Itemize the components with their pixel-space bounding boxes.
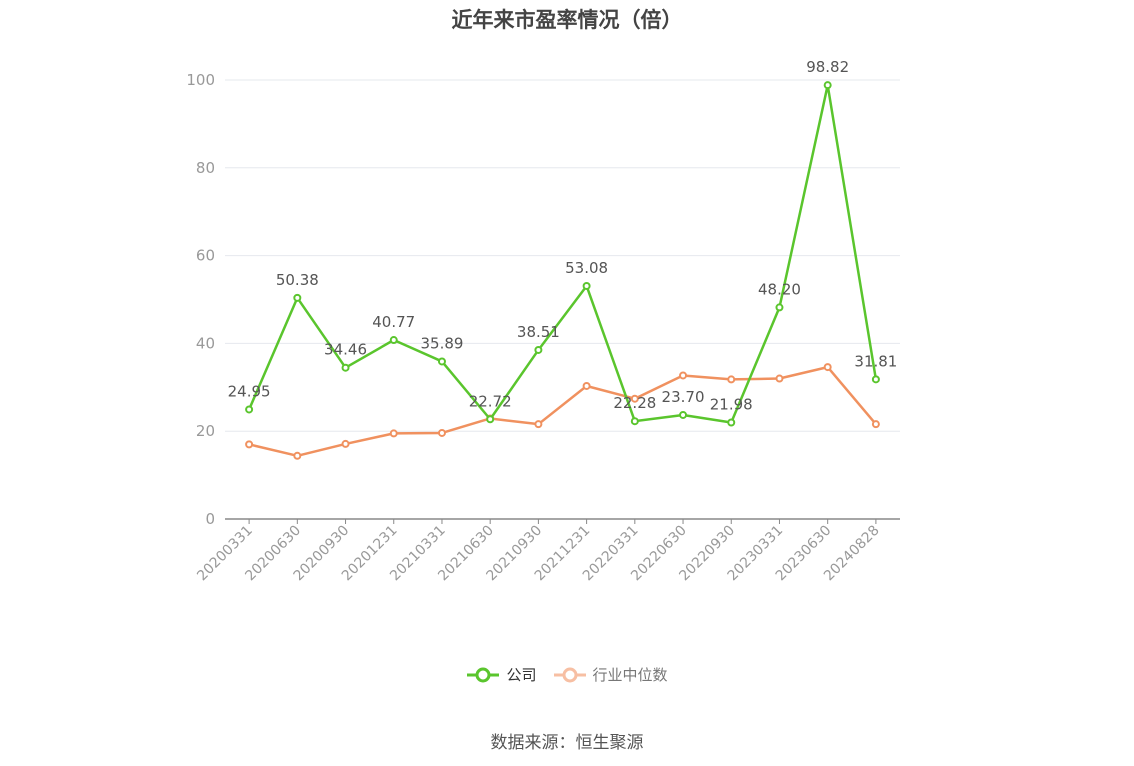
data-point-industry[interactable] xyxy=(437,428,446,437)
y-tick-label: 40 xyxy=(196,334,215,352)
data-point-company[interactable] xyxy=(486,415,495,424)
data-point-industry[interactable] xyxy=(293,451,302,460)
data-label-company: 21.98 xyxy=(710,396,753,414)
data-point-company[interactable] xyxy=(823,81,832,90)
data-point-company[interactable] xyxy=(534,345,543,354)
data-point-company[interactable] xyxy=(437,357,446,366)
data-point-industry[interactable] xyxy=(389,429,398,438)
data-point-industry[interactable] xyxy=(871,420,880,429)
data-label-company: 35.89 xyxy=(420,334,463,352)
data-point-industry[interactable] xyxy=(679,371,688,380)
legend: 公司 行业中位数 xyxy=(0,664,1134,685)
data-label-company: 34.46 xyxy=(324,341,367,359)
data-point-company[interactable] xyxy=(582,281,591,290)
data-label-company: 38.51 xyxy=(517,323,560,341)
data-label-company: 50.38 xyxy=(276,271,319,289)
data-point-company[interactable] xyxy=(245,405,254,414)
data-point-industry[interactable] xyxy=(245,440,254,449)
data-label-company: 31.81 xyxy=(854,352,897,370)
legend-label-industry: 行业中位数 xyxy=(592,666,668,684)
data-label-company: 23.70 xyxy=(662,388,705,406)
data-point-company[interactable] xyxy=(630,417,639,426)
series-line-industry xyxy=(248,365,877,458)
y-tick-label: 80 xyxy=(196,159,215,177)
chart-title: 近年来市盈率情况（倍） xyxy=(451,8,683,32)
legend-company-marker-icon xyxy=(467,667,500,682)
y-tick-label: 0 xyxy=(205,510,215,528)
data-point-industry[interactable] xyxy=(534,420,543,429)
data-point-industry[interactable] xyxy=(582,381,591,390)
data-point-company[interactable] xyxy=(727,418,736,427)
data-label-company: 22.72 xyxy=(469,392,512,410)
data-label-company: 40.77 xyxy=(372,313,415,331)
data-point-company[interactable] xyxy=(389,336,398,345)
data-labels: 24.95 50.38 34.46 40.77 35.89 22.72 38.51 53.08… xyxy=(228,58,898,413)
data-point-industry[interactable] xyxy=(823,363,832,372)
data-point-company[interactable] xyxy=(341,363,350,372)
source-note: 数据来源：恒生聚源 xyxy=(490,733,644,753)
data-point-company[interactable] xyxy=(871,375,880,384)
data-label-company: 53.08 xyxy=(565,259,608,277)
y-tick-label: 60 xyxy=(196,247,215,265)
y-tick-label: 20 xyxy=(196,422,215,440)
data-point-industry[interactable] xyxy=(341,439,350,448)
data-label-company: 24.95 xyxy=(228,382,271,400)
legend-item-industry[interactable]: 行业中位数 xyxy=(553,664,668,685)
data-label-company: 48.20 xyxy=(758,280,801,298)
data-point-industry[interactable] xyxy=(630,394,639,403)
series-layer xyxy=(245,81,880,460)
legend-label-company: 公司 xyxy=(506,666,537,684)
data-label-company: 98.82 xyxy=(806,58,849,76)
data-point-company[interactable] xyxy=(775,303,784,312)
data-label-company: 22.28 xyxy=(613,394,656,412)
data-point-industry[interactable] xyxy=(775,374,784,383)
data-point-company[interactable] xyxy=(679,410,688,419)
data-point-company[interactable] xyxy=(293,293,302,302)
data-point-industry[interactable] xyxy=(727,375,736,384)
legend-industry-marker-icon xyxy=(553,667,586,682)
y-tick-label: 100 xyxy=(186,71,215,89)
grid-lines xyxy=(225,79,900,432)
series-line-company xyxy=(247,83,878,424)
legend-item-company[interactable]: 公司 xyxy=(466,664,537,685)
